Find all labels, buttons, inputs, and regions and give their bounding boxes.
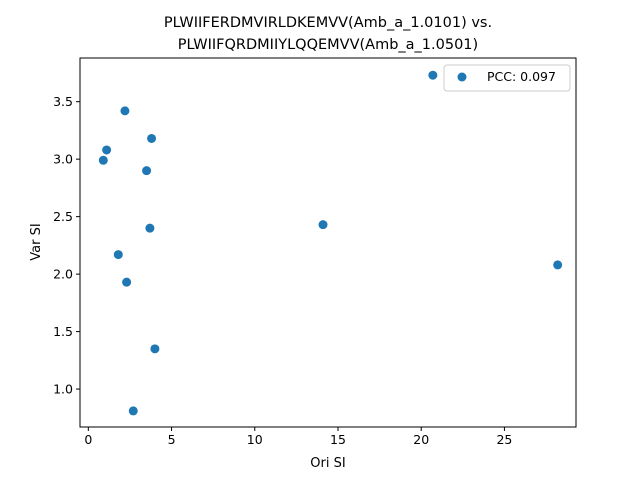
legend: PCC: 0.097 [443, 64, 571, 92]
chart-title-line-1: PLWIIFERDMVIRLDKEMVV(Amb_a_1.0101) vs. [164, 15, 492, 31]
data-point [102, 145, 112, 155]
data-point [122, 277, 132, 287]
x-axis-label: Ori SI [310, 456, 345, 471]
x-tick-label: 10 [247, 432, 263, 447]
axes-frame [79, 57, 577, 428]
data-point [120, 106, 130, 116]
chart-title-line-2: PLWIIFQRDMIIYLQQEMVV(Amb_a_1.0501) [178, 37, 478, 53]
x-tick-label: 0 [84, 432, 92, 447]
x-tick-label: 5 [168, 432, 176, 447]
legend-label: PCC: 0.097 [487, 69, 556, 84]
x-tick-label: 25 [496, 432, 512, 447]
y-tick-label: 3.5 [53, 94, 73, 109]
data-point [553, 260, 563, 270]
data-point [113, 250, 123, 260]
data-point [145, 223, 155, 233]
data-point [150, 344, 160, 354]
x-tick-label: 20 [413, 432, 429, 447]
plot-area: 0 5 10 15 20 25 1.0 1.5 2.0 2.5 3.0 3.5 [53, 70, 563, 447]
legend-marker [457, 72, 467, 82]
data-point [318, 220, 328, 230]
data-point [428, 70, 438, 80]
data-point [142, 166, 152, 176]
y-tick-label: 1.0 [53, 382, 73, 397]
y-tick-label: 1.5 [53, 324, 73, 339]
data-point [98, 155, 108, 165]
y-tick-label: 3.0 [53, 152, 73, 167]
data-point [128, 406, 138, 416]
x-tick-label: 15 [330, 432, 346, 447]
y-tick-label: 2.0 [53, 267, 73, 282]
y-axis-label: Var SI [29, 223, 44, 260]
legend-box [443, 64, 571, 92]
y-tick-label: 2.5 [53, 209, 73, 224]
data-point [147, 133, 157, 143]
